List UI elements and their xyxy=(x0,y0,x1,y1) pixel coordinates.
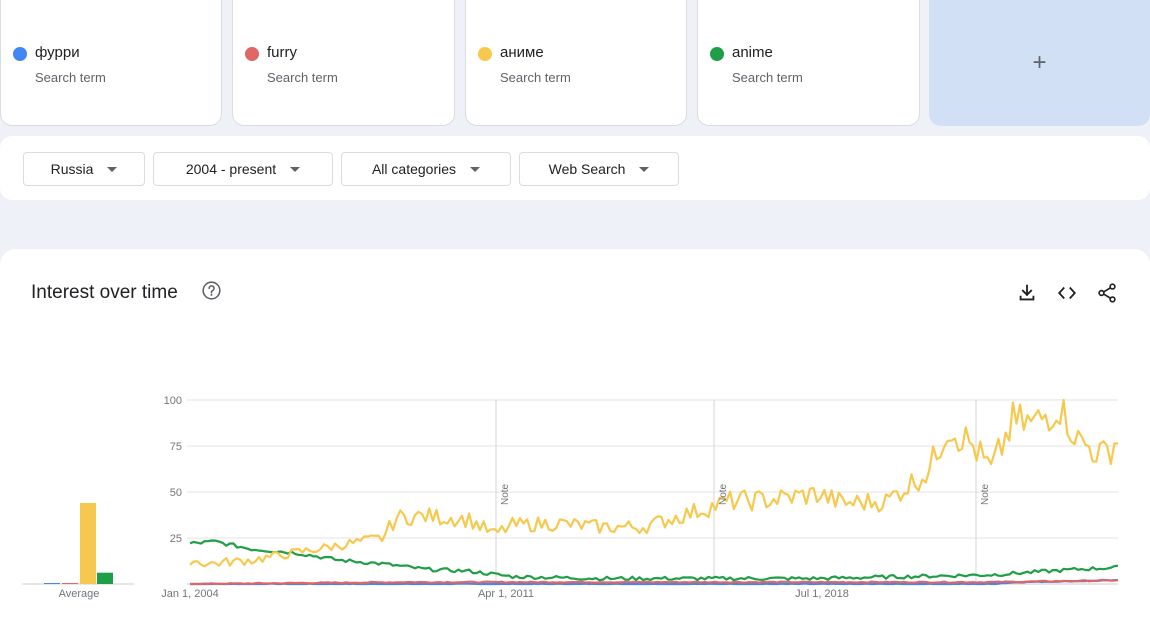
add-comparison-button[interactable]: + xyxy=(929,0,1150,126)
time-range-dropdown[interactable]: 2004 - present xyxy=(153,152,333,186)
embed-code-icon[interactable] xyxy=(1056,282,1078,304)
search-term-card-1[interactable]: фурри Search term xyxy=(0,0,222,126)
filter-bar: Russia 2004 - present All categories Web… xyxy=(0,136,1150,200)
region-label: Russia xyxy=(50,161,94,177)
panel-title: Interest over time xyxy=(31,282,178,303)
time-range-label: 2004 - present xyxy=(185,161,277,177)
caret-down-icon xyxy=(107,166,118,172)
caret-down-icon xyxy=(290,166,301,172)
term-name: anime xyxy=(732,44,773,61)
interest-over-time-panel: Interest over time xyxy=(0,249,1150,625)
search-term-card-3[interactable]: аниме Search term xyxy=(465,0,687,126)
term-name: furry xyxy=(267,44,297,61)
term-color-dot xyxy=(710,47,724,61)
region-dropdown[interactable]: Russia xyxy=(23,152,145,186)
download-icon[interactable] xyxy=(1016,282,1038,304)
caret-down-icon xyxy=(639,166,650,172)
share-icon[interactable] xyxy=(1096,282,1118,304)
search-term-card-4[interactable]: anime Search term xyxy=(697,0,920,126)
search-type-dropdown[interactable]: Web Search xyxy=(519,152,679,186)
category-dropdown[interactable]: All categories xyxy=(341,152,511,186)
term-subtitle: Search term xyxy=(732,70,803,85)
term-name: аниме xyxy=(500,44,544,61)
category-label: All categories xyxy=(371,161,457,177)
term-subtitle: Search term xyxy=(500,70,571,85)
term-name: фурри xyxy=(35,44,80,61)
term-color-dot xyxy=(245,47,259,61)
add-icon: + xyxy=(1032,49,1047,76)
term-subtitle: Search term xyxy=(267,70,338,85)
search-type-label: Web Search xyxy=(548,161,626,177)
search-term-card-2[interactable]: furry Search term xyxy=(232,0,455,126)
caret-down-icon xyxy=(470,166,481,172)
term-color-dot xyxy=(478,47,492,61)
help-circle-icon[interactable] xyxy=(201,280,222,301)
term-color-dot xyxy=(13,47,27,61)
term-subtitle: Search term xyxy=(35,70,106,85)
